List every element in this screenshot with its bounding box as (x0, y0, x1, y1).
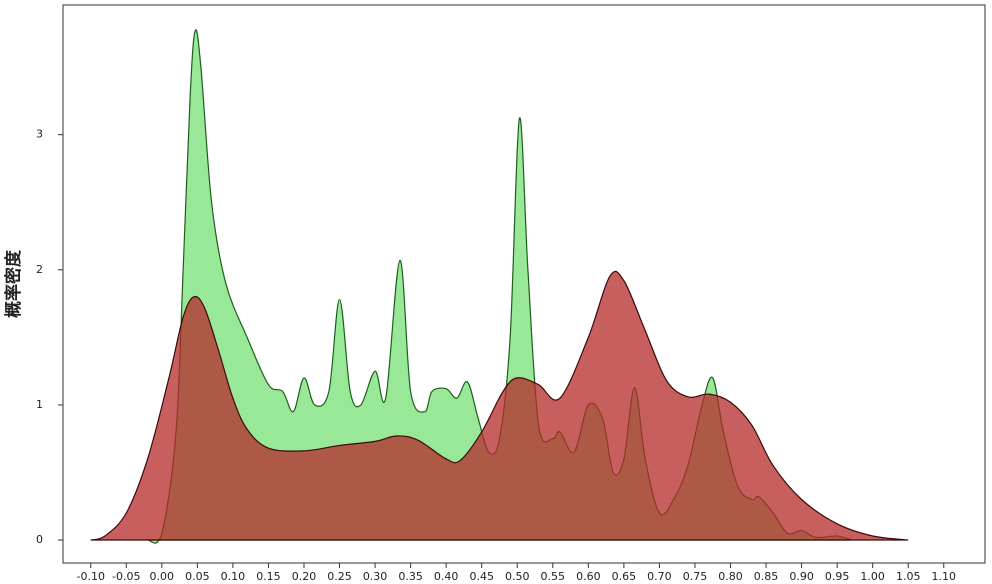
x-tick-label: 0.55 (541, 570, 566, 583)
x-tick-label: 0.15 (256, 570, 281, 583)
x-tick-label: 0.90 (789, 570, 814, 583)
x-tick-label: 0.10 (221, 570, 246, 583)
x-tick-label: 1.00 (860, 570, 885, 583)
x-tick-label: 0.20 (292, 570, 317, 583)
x-tick-label: 0.05 (185, 570, 210, 583)
x-tick-label: 0.35 (398, 570, 423, 583)
density-area (90, 270, 909, 541)
x-tick-label: 0.25 (327, 570, 352, 583)
x-tick-label: 1.10 (932, 570, 957, 583)
x-tick-label: 0.40 (434, 570, 459, 583)
x-tick-label: 0.75 (683, 570, 708, 583)
x-tick-label: 0.60 (576, 570, 601, 583)
y-tick-label: 1 (36, 398, 43, 411)
x-tick-label: 0.80 (718, 570, 743, 583)
x-tick-label: 0.95 (825, 570, 850, 583)
x-tick-label: 0.00 (150, 570, 175, 583)
y-tick-label: 3 (36, 128, 43, 141)
x-tick-label: 0.45 (469, 570, 494, 583)
x-tick-label: 0.70 (647, 570, 672, 583)
x-tick-label: -0.10 (76, 570, 104, 583)
x-tick-label: 0.50 (505, 570, 530, 583)
y-axis-label: 概率密度 (3, 249, 24, 318)
x-tick-label: 1.05 (896, 570, 921, 583)
y-tick-label: 0 (36, 533, 43, 546)
x-tick-label: 0.65 (612, 570, 637, 583)
x-tick-label: 0.30 (363, 570, 388, 583)
y-tick-label: 2 (36, 263, 43, 276)
x-tick-label: 0.85 (754, 570, 779, 583)
x-tick-label: -0.05 (112, 570, 140, 583)
